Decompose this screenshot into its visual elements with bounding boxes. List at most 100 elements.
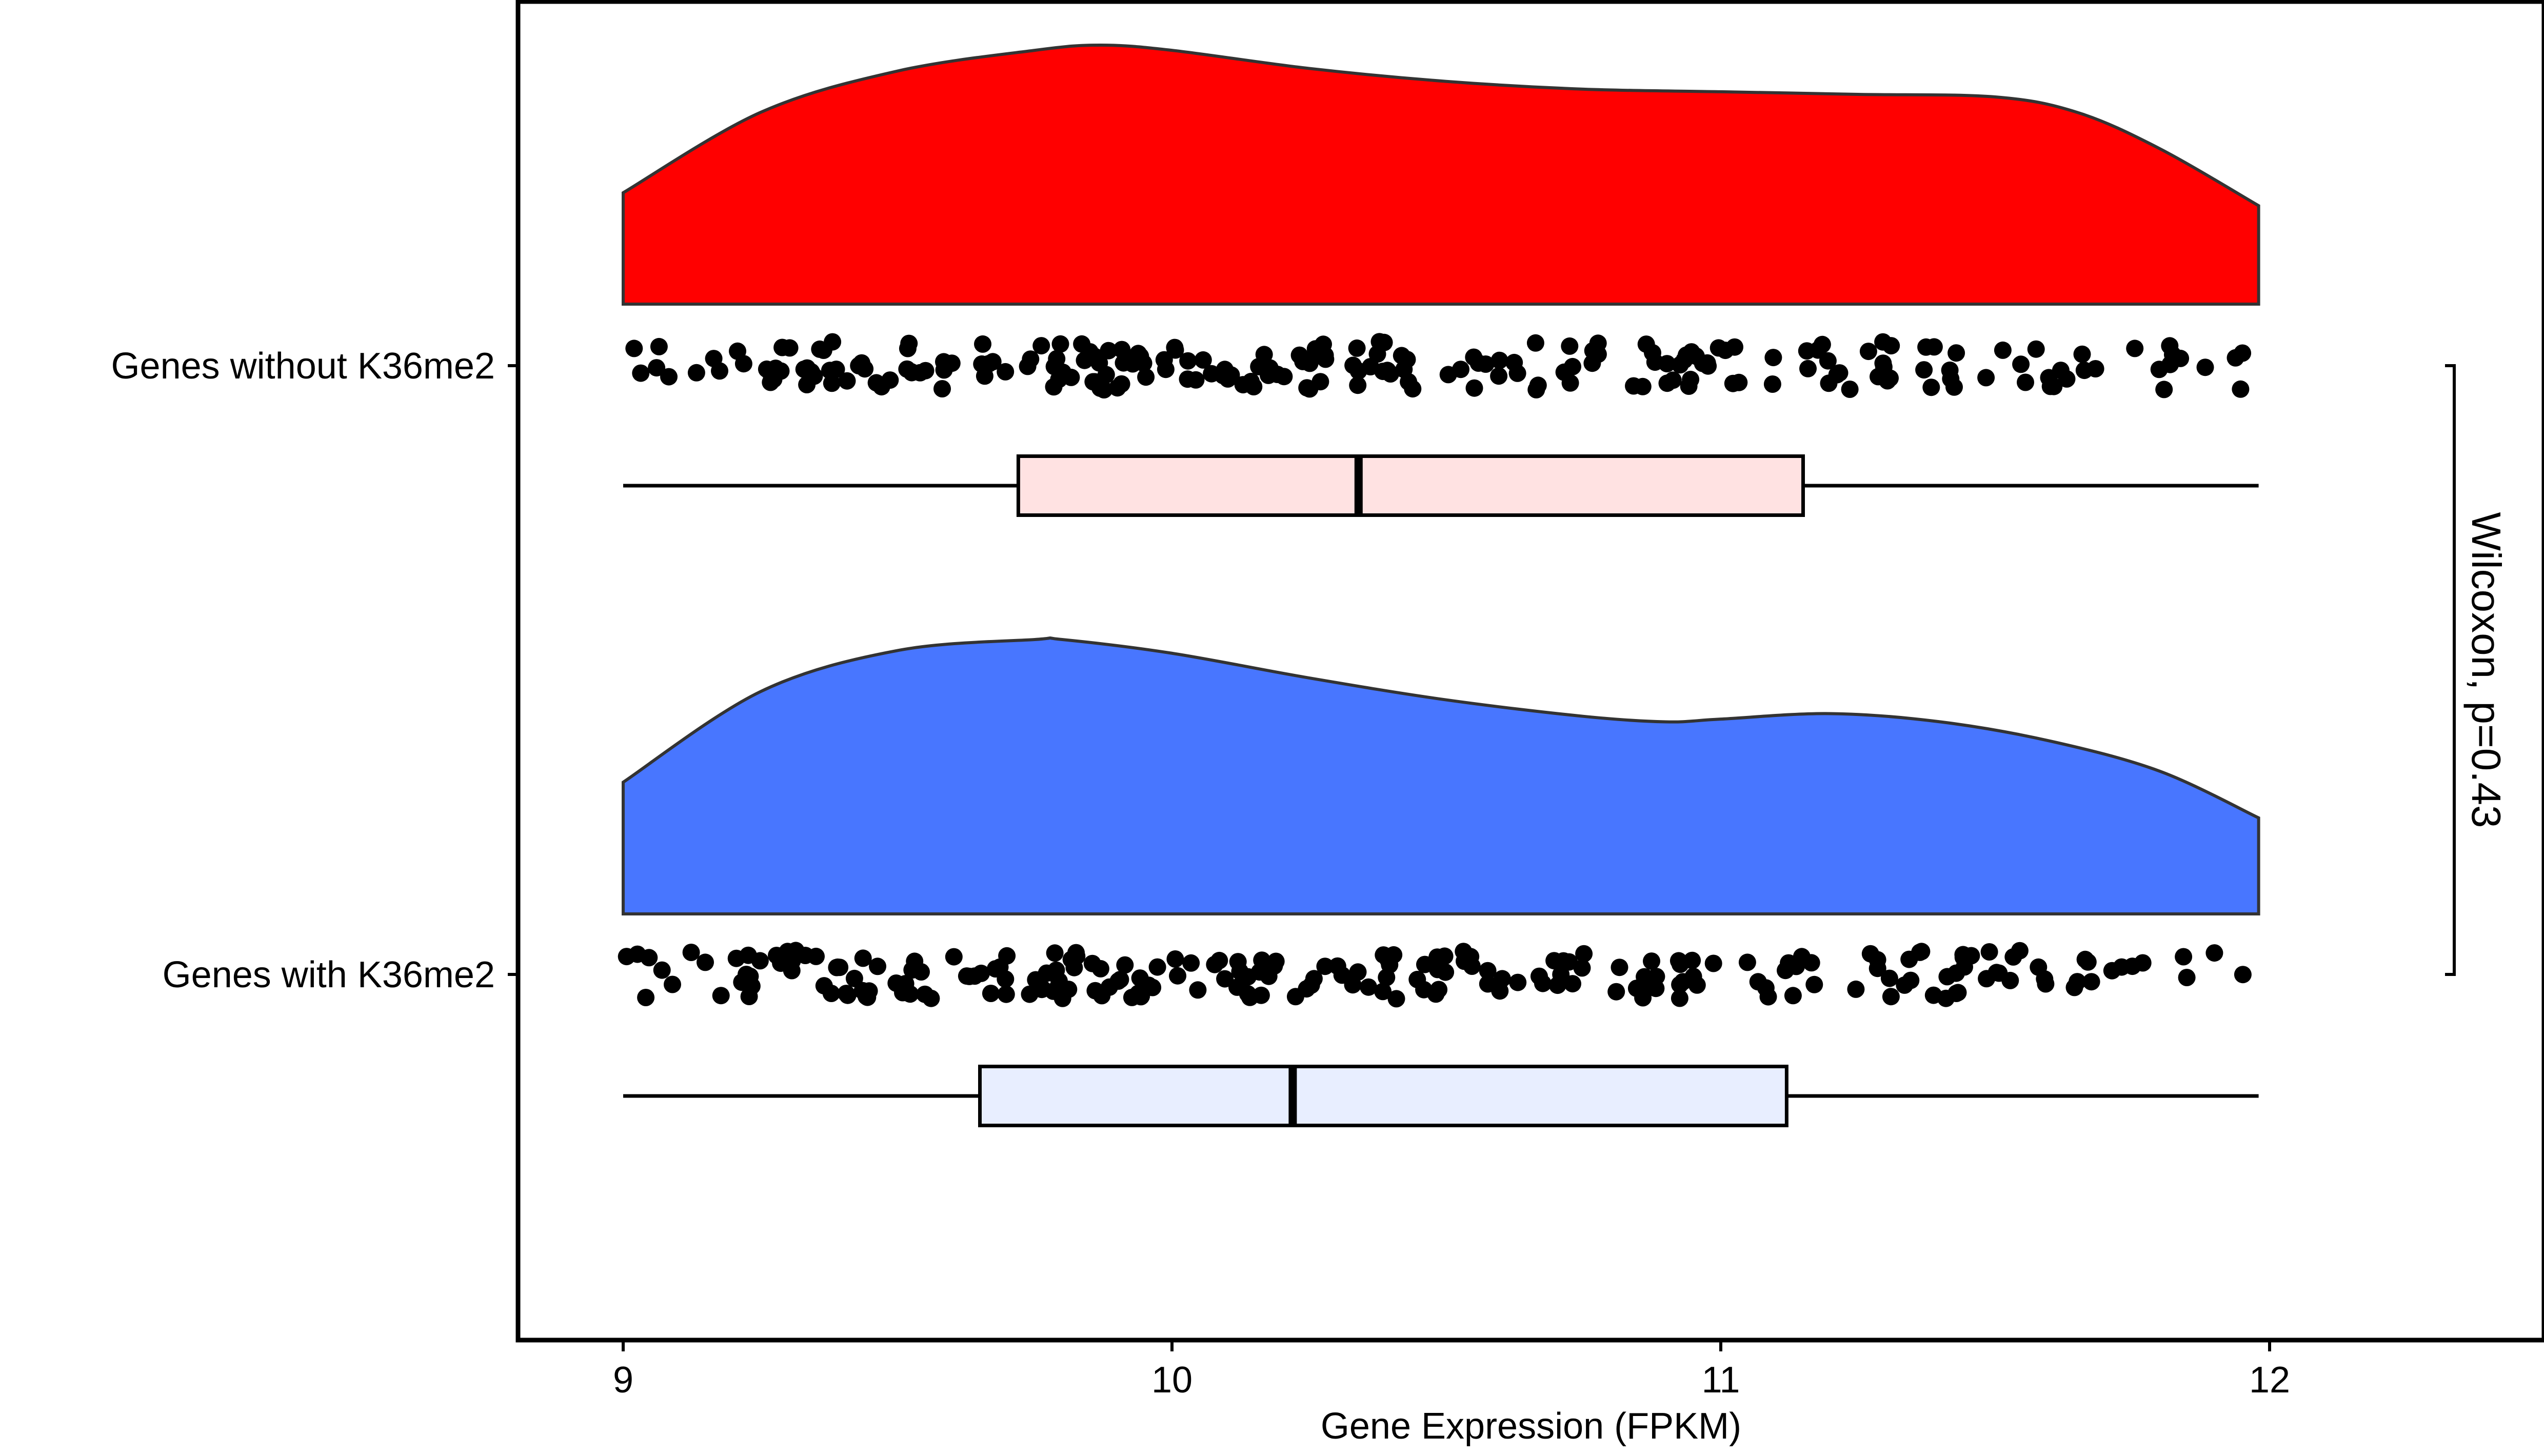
data-point [1509, 973, 1527, 991]
data-point [1179, 370, 1197, 388]
data-point [1194, 351, 1212, 369]
data-point [697, 953, 714, 971]
data-point [853, 982, 871, 1000]
data-point [1874, 333, 1892, 351]
boxplot-without-k36me2 [623, 454, 2259, 517]
data-point [1831, 364, 1849, 382]
data-point [2232, 380, 2250, 398]
data-point [648, 359, 666, 377]
data-point [1465, 379, 1483, 397]
data-point [2126, 340, 2144, 357]
data-point [637, 989, 655, 1006]
data-point [1798, 342, 1816, 360]
data-point [2036, 970, 2054, 988]
data-point [1687, 347, 1705, 365]
data-point [1038, 964, 1056, 982]
data-point [1115, 354, 1132, 372]
data-point [1137, 368, 1155, 386]
data-point [935, 353, 952, 371]
data-point [1216, 361, 1234, 378]
data-point [811, 340, 829, 358]
data-point [1131, 969, 1149, 987]
points-layer [618, 333, 2252, 1008]
data-point [890, 975, 908, 993]
data-point [1267, 952, 1285, 970]
data-point [823, 374, 841, 392]
data-point [2234, 966, 2252, 984]
data-point [1841, 381, 1859, 398]
data-point [854, 949, 872, 967]
data-point [1688, 976, 1706, 994]
data-point [2178, 969, 2196, 986]
data-point [1253, 951, 1271, 969]
boxplot-layer [623, 454, 2259, 1127]
data-point [1902, 971, 1920, 989]
data-point [1757, 979, 1775, 997]
data-point [815, 977, 833, 995]
data-point [1301, 354, 1319, 372]
significance-bracket [2445, 364, 2456, 976]
data-point [1847, 980, 1865, 998]
data-point [1730, 373, 1748, 391]
data-point [1112, 375, 1130, 393]
data-point [1980, 943, 1998, 961]
density-layer [622, 43, 2260, 915]
data-point [1113, 341, 1131, 358]
data-point [982, 985, 1000, 1002]
data-point [807, 947, 825, 965]
data-point [762, 364, 779, 382]
data-point [1671, 975, 1689, 993]
data-point [2076, 950, 2094, 968]
data-point [664, 975, 681, 993]
data-point [1664, 371, 1682, 389]
data-point [1716, 342, 1734, 360]
data-point [1348, 339, 1366, 357]
data-point [1179, 352, 1197, 370]
data-point [2086, 360, 2104, 377]
data-point [711, 362, 728, 380]
data-point [1564, 975, 1581, 993]
data-point [824, 333, 842, 351]
data-point [1561, 374, 1579, 392]
data-point [869, 958, 886, 975]
data-point [1805, 975, 1823, 993]
data-point [1316, 958, 1334, 975]
data-point [1260, 967, 1278, 985]
data-point [997, 363, 1015, 381]
data-point [1239, 968, 1257, 986]
data-point [1166, 950, 1184, 968]
data-point [1527, 381, 1545, 398]
data-point [1820, 374, 1838, 392]
data-point [1911, 943, 1929, 961]
data-point [640, 949, 658, 967]
wilcoxon-annotation: Wilcoxon, p=0.43 [2463, 512, 2509, 828]
data-point [1813, 335, 1831, 353]
data-point [1060, 981, 1078, 999]
data-point [1947, 985, 1965, 1002]
data-point [1922, 378, 1940, 396]
data-point [1387, 990, 1405, 1008]
data-point [1738, 953, 1756, 971]
density-cloud-with-k36me2 [622, 636, 2260, 915]
data-point [2113, 958, 2131, 976]
data-point [1349, 376, 1367, 394]
data-point [738, 966, 755, 983]
data-point [980, 355, 998, 373]
data-point [2011, 942, 2029, 960]
data-point [903, 961, 921, 979]
data-point [1429, 961, 1446, 979]
data-point [1189, 981, 1207, 999]
data-point [802, 363, 820, 381]
data-point [660, 368, 678, 386]
data-point [1328, 957, 1346, 975]
data-point [2134, 954, 2152, 972]
data-point [1880, 969, 1898, 987]
y-tick-label-without-k36me2: Genes without K36me2 [111, 346, 495, 387]
data-point [1062, 950, 1080, 968]
data-point [1216, 970, 1234, 988]
data-point [1021, 985, 1039, 1003]
data-point [850, 357, 868, 374]
data-point [1131, 347, 1149, 365]
x-tick-label: 9 [613, 1360, 633, 1401]
data-point [1799, 360, 1817, 377]
